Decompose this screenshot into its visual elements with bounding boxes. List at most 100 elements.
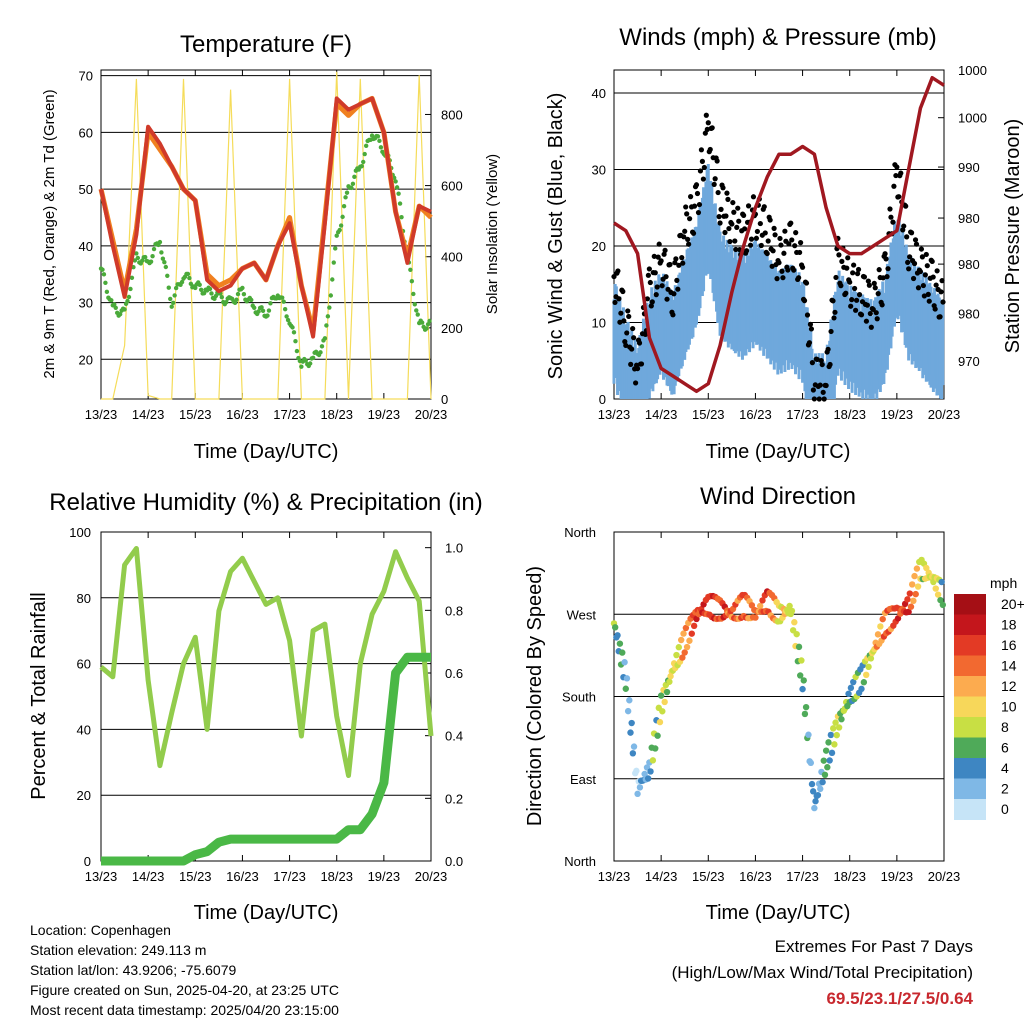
gust-point bbox=[722, 229, 728, 236]
x-tick-label: 15/23 bbox=[179, 869, 212, 884]
dewpoint-point bbox=[377, 138, 382, 144]
direction-point bbox=[865, 663, 872, 671]
gust-point bbox=[645, 272, 651, 278]
gust-point bbox=[907, 254, 913, 260]
gust-point bbox=[631, 335, 637, 341]
gust-point bbox=[729, 221, 735, 227]
wind-direction-title: Wind Direction bbox=[700, 483, 856, 510]
legend-swatch bbox=[954, 758, 986, 779]
gust-point bbox=[918, 246, 925, 252]
gust-point bbox=[620, 288, 626, 295]
dewpoint-point bbox=[140, 258, 145, 263]
winds-y2label: Station Pressure (Maroon) bbox=[1002, 119, 1024, 354]
gust-point bbox=[797, 249, 803, 256]
dewpoint-point bbox=[378, 145, 384, 150]
gust-point bbox=[748, 236, 755, 242]
dewpoint-point bbox=[393, 179, 398, 184]
gust-point bbox=[718, 206, 724, 212]
y-tick-label: 40 bbox=[592, 86, 606, 101]
legend-swatch bbox=[954, 655, 986, 677]
gust-point bbox=[792, 243, 798, 249]
gust-point bbox=[717, 220, 723, 226]
x-tick-label: 18/23 bbox=[833, 869, 866, 884]
direction-point bbox=[616, 640, 624, 647]
gust-point bbox=[905, 259, 911, 265]
gust-point bbox=[856, 292, 863, 298]
y-tick-label: 20 bbox=[592, 239, 606, 254]
gust-point bbox=[836, 252, 842, 258]
gust-point bbox=[676, 262, 682, 268]
gust-point bbox=[733, 246, 739, 253]
legend-swatch bbox=[954, 676, 986, 697]
direction-point bbox=[838, 716, 845, 723]
direction-point bbox=[860, 679, 868, 686]
direction-point bbox=[636, 784, 644, 791]
x-tick-label: 15/23 bbox=[692, 869, 725, 884]
gust-point bbox=[634, 365, 641, 372]
gust-point bbox=[623, 342, 629, 349]
gust-point bbox=[833, 274, 839, 281]
gust-point bbox=[685, 236, 691, 242]
gust-point bbox=[743, 248, 750, 254]
direction-point bbox=[626, 697, 633, 704]
gust-point bbox=[764, 250, 770, 257]
gust-point bbox=[890, 219, 896, 225]
y2-tick-label: 970 bbox=[958, 354, 980, 369]
gust-point bbox=[618, 310, 624, 316]
gust-point bbox=[648, 303, 654, 309]
x-tick-label: 16/23 bbox=[226, 407, 259, 422]
direction-point bbox=[908, 581, 916, 588]
gust-point bbox=[664, 296, 670, 302]
legend-label: 4 bbox=[1001, 760, 1009, 776]
direction-point bbox=[688, 630, 695, 637]
dewpoint-point bbox=[266, 308, 272, 313]
gust-point bbox=[839, 258, 845, 264]
legend-label: 10 bbox=[1001, 699, 1017, 715]
gust-point bbox=[625, 308, 631, 314]
gust-point bbox=[922, 272, 928, 278]
direction-point bbox=[812, 798, 819, 805]
gust-point bbox=[781, 250, 787, 256]
dewpoint-point bbox=[282, 306, 288, 312]
gust-point bbox=[786, 241, 792, 247]
dewpoint-point bbox=[197, 282, 202, 287]
x-tick-label: 14/23 bbox=[132, 869, 165, 884]
dewpoint-point bbox=[284, 314, 289, 319]
gust-point bbox=[681, 234, 687, 240]
temperature-panel: Temperature (F) Time (Day/UTC) 2m & 9m T… bbox=[41, 31, 501, 463]
gust-point bbox=[788, 220, 794, 226]
speed-legend: mph 20+ 18 16 14 12 10 8 6 4 2 0 bbox=[954, 575, 1024, 820]
location-text: Location: Copenhagen bbox=[30, 922, 171, 938]
dewpoint-point bbox=[319, 344, 325, 349]
y-tick-label: 40 bbox=[79, 239, 93, 254]
wind-direction-panel: Wind Direction Time (Day/UTC) Direction … bbox=[524, 483, 1024, 924]
gust-point bbox=[883, 256, 889, 262]
gust-point bbox=[807, 321, 814, 327]
y-tick-label: 20 bbox=[79, 352, 93, 367]
direction-point bbox=[652, 745, 659, 752]
y-tick-label: 100 bbox=[69, 525, 91, 540]
gust-point bbox=[911, 260, 918, 267]
gust-point bbox=[647, 279, 653, 286]
direction-point bbox=[863, 671, 870, 679]
dewpoint-point bbox=[337, 227, 342, 233]
direction-point bbox=[786, 602, 793, 610]
direction-point bbox=[657, 692, 665, 699]
gust-point bbox=[901, 223, 907, 229]
dewpoint-point bbox=[142, 254, 148, 260]
humidity-line bbox=[99, 546, 434, 778]
dewpoint-point bbox=[307, 361, 313, 366]
y-tick-label: 50 bbox=[79, 182, 93, 197]
dewpoint-point bbox=[281, 299, 286, 304]
gust-point bbox=[872, 285, 878, 291]
gust-point bbox=[707, 146, 713, 153]
gust-point bbox=[779, 268, 785, 274]
gust-point bbox=[646, 266, 652, 272]
y-tick-label: South bbox=[562, 690, 596, 705]
gust-point bbox=[791, 267, 797, 273]
y-tick-label: North bbox=[564, 525, 596, 540]
gust-point bbox=[904, 234, 910, 240]
y-tick-label: West bbox=[567, 607, 597, 622]
gust-point bbox=[651, 253, 657, 259]
gust-point bbox=[758, 242, 764, 249]
